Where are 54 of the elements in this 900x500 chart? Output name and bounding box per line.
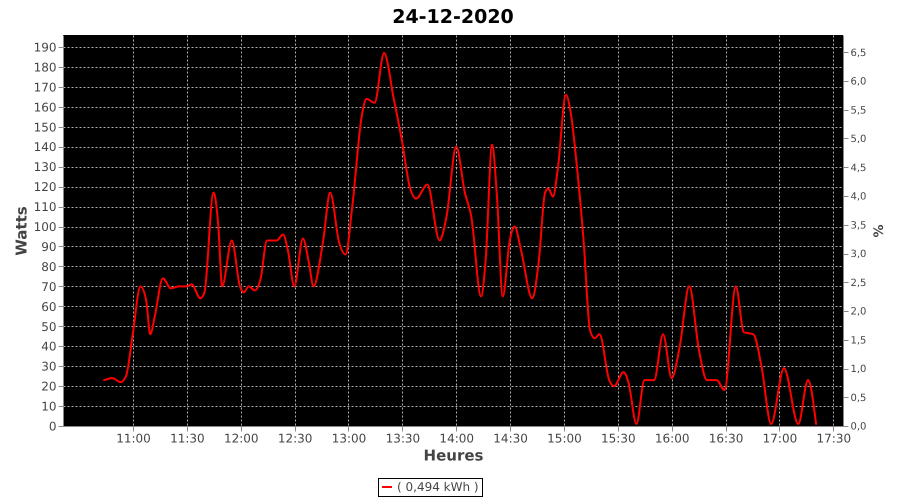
y-tick-label: 60 [41,300,56,314]
x-tick-label: 15:00 [547,432,582,446]
x-tick-label: 15:30 [601,432,636,446]
x-tick-label: 17:00 [762,432,798,446]
y-tick-label: 80 [41,260,56,274]
y-tick-label: 50 [41,320,56,334]
x-tick-label: 11:30 [170,432,205,446]
y2-tick-label: 1,0 [850,364,866,375]
y-tick-label: 120 [34,180,56,194]
y-tick-label: 190 [34,40,56,54]
y-tick-label: 160 [34,100,56,114]
x-tick-label: 17:30 [816,432,852,446]
y2-tick-label: 6,0 [850,76,866,88]
y-tick-label: 90 [41,240,56,254]
line-series [103,52,818,426]
y2-tick-label: 5,5 [850,105,866,116]
y2-tick-label: 4,5 [850,162,866,174]
y2-tick-label: 3,0 [850,249,866,260]
y2-tick-label: 2,0 [850,306,866,318]
y-tick-label: 110 [34,200,56,214]
x-tick-label: 12:00 [224,432,259,446]
y-axis-title: Watts [12,206,31,256]
y2-tick-label: 3,5 [850,220,866,232]
legend-label: ( 0,494 kWh ) [397,480,479,494]
x-tick-label: 14:00 [439,432,474,446]
y-tick-label: 0 [48,420,56,434]
y2-axis-title: % [869,224,884,238]
x-tick-label: 13:30 [386,432,420,446]
x-tick-label: 13:00 [332,432,366,446]
y2-tick-label: 0,5 [850,392,866,404]
chart-title: 24-12-2020 [392,6,514,28]
y-tick-label: 170 [34,80,56,94]
y2-tick-label: 2,5 [850,278,866,289]
y-tick-label: 10 [41,400,56,414]
y2-tick-label: 5,0 [850,134,866,145]
y2-tick-label: 6,5 [850,48,866,59]
x-axis-title: Heures [424,446,484,464]
y-tick-label: 100 [34,220,56,234]
y-tick-label: 130 [34,160,56,174]
x-tick-label: 12:30 [278,432,312,446]
y2-tick-label: 4,0 [850,192,866,202]
x-tick-label: 14:30 [493,432,528,446]
y2-tick-label: 1,5 [850,335,866,346]
y-tick-label: 180 [34,60,56,74]
x-tick-label: 11:00 [116,432,151,446]
y-tick-label: 70 [41,280,56,294]
y2-tick-label: 0,0 [850,422,866,432]
y-tick-label: 150 [34,120,56,134]
y-tick-label: 40 [41,340,56,354]
y-tick-label: 30 [41,360,56,374]
y-tick-label: 20 [41,380,56,394]
x-tick-label: 16:00 [654,432,690,446]
y-tick-label: 140 [34,140,56,154]
x-tick-label: 16:30 [708,432,744,446]
